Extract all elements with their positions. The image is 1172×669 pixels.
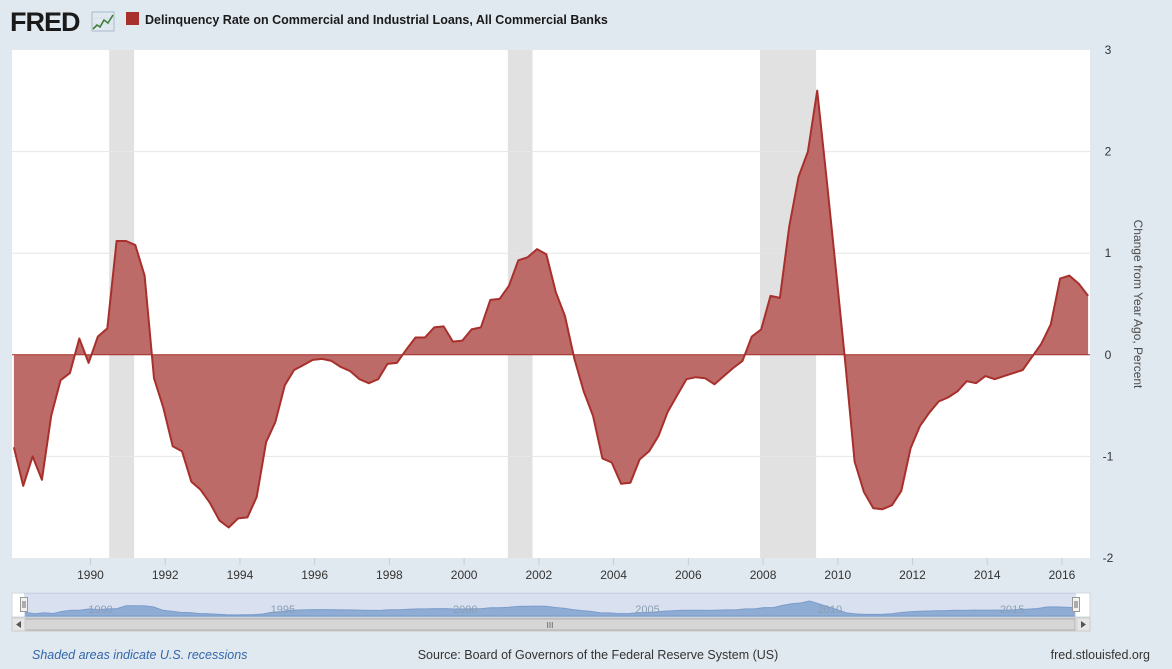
y-tick-label: 3: [1105, 43, 1112, 57]
scroll-left-button[interactable]: [11, 617, 26, 632]
fred-logo: FRED: [10, 7, 115, 37]
series-line: [12, 89, 1089, 529]
navigator-labels: 1990 1995 2000 2005 2010 2015: [88, 604, 1024, 616]
scrollbar-grip[interactable]: III: [547, 621, 554, 630]
navigator-year-label: 2000: [453, 604, 477, 616]
y-tick-label: 0: [1105, 348, 1112, 362]
x-tick-label: 1996: [301, 568, 328, 582]
x-axis: 1990 1992 1994 1996 1998 2000 2002 2004 2006 2008…: [77, 558, 1076, 582]
x-tick-label: 2012: [899, 568, 926, 582]
navigator-year-label: 2010: [818, 604, 842, 616]
x-tick-label: 2016: [1049, 568, 1076, 582]
x-tick-label: 1994: [227, 568, 254, 582]
arrow-left-icon: [16, 621, 21, 628]
site-link[interactable]: fred.stlouisfed.org: [1051, 648, 1150, 662]
y-tick-label: 2: [1105, 145, 1112, 159]
x-tick-label: 2002: [526, 568, 553, 582]
y-axis: -2 -1 0 1 2 3: [1103, 43, 1114, 565]
x-tick-label: 1990: [77, 568, 104, 582]
x-tick-label: 2010: [824, 568, 851, 582]
navigator[interactable]: 1990 1995 2000 2005 2010 2015: [11, 592, 1091, 618]
scrollbar[interactable]: III: [11, 617, 1091, 632]
navigator-year-label: 2005: [635, 604, 659, 616]
legend[interactable]: Delinquency Rate on Commercial and Indus…: [126, 12, 608, 27]
navigator-area: [25, 600, 1075, 617]
series-area: [12, 89, 1090, 529]
fred-logo-chart-icon: [91, 11, 115, 32]
navigator-selection[interactable]: [24, 593, 1076, 617]
legend-swatch: [126, 12, 139, 25]
x-tick-label: 2004: [600, 568, 627, 582]
navigator-handle-right[interactable]: [1072, 597, 1080, 612]
y-tick-label: -1: [1103, 449, 1114, 463]
x-tick-label: 1992: [152, 568, 179, 582]
scroll-right-button[interactable]: [1076, 617, 1091, 632]
x-tick-label: 2008: [750, 568, 777, 582]
navigator-year-label: 1990: [88, 604, 112, 616]
x-tick-label: 2000: [451, 568, 478, 582]
x-tick-label: 2006: [675, 568, 702, 582]
recession-note-link[interactable]: Shaded areas indicate U.S. recessions: [32, 648, 247, 662]
arrow-right-icon: [1081, 621, 1086, 628]
x-tick-label: 1998: [376, 568, 403, 582]
navigator-year-label: 2015: [1000, 604, 1024, 616]
y-tick-label: 1: [1105, 246, 1112, 260]
x-tick-label: 2014: [974, 568, 1001, 582]
navigator-series: [25, 600, 1075, 617]
legend-label[interactable]: Delinquency Rate on Commercial and Indus…: [145, 13, 608, 27]
source-text: Source: Board of Governors of the Federa…: [418, 648, 779, 662]
fred-logo-text: FRED: [10, 7, 80, 37]
y-axis-label: Change from Year Ago, Percent: [1131, 220, 1145, 389]
series-area-fill: [13, 90, 1089, 528]
y-tick-label: -2: [1103, 551, 1114, 565]
navigator-handle-left[interactable]: [20, 597, 28, 612]
navigator-year-label: 1995: [271, 604, 295, 616]
